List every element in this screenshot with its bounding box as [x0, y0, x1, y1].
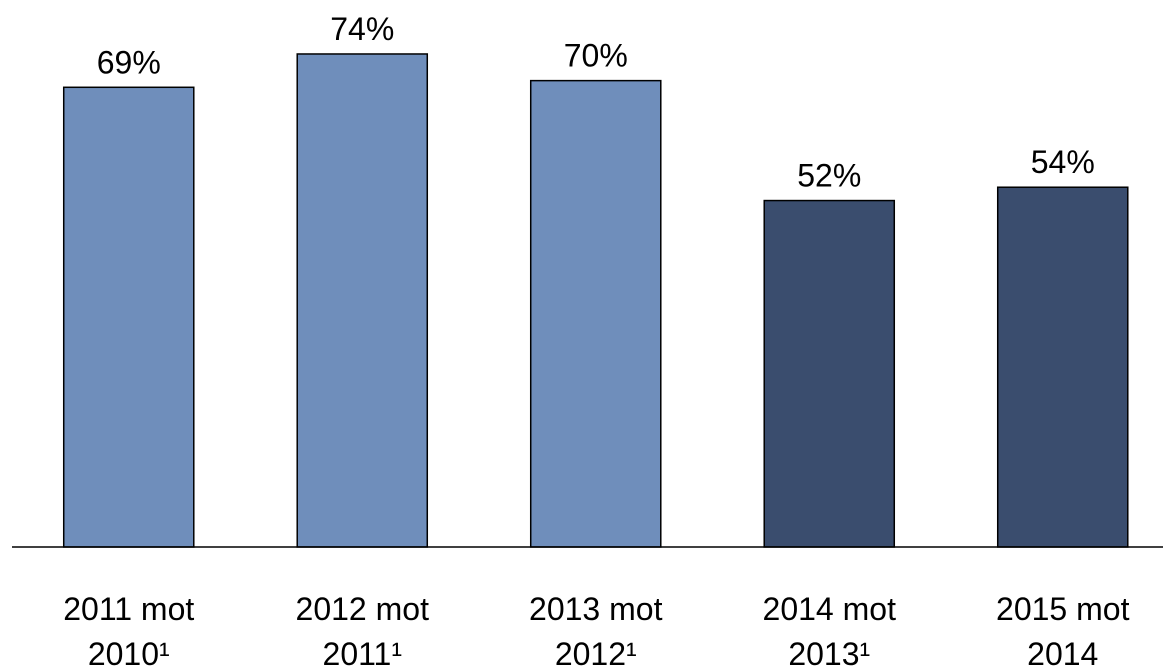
bar: [529, 79, 662, 548]
bar: [62, 86, 195, 548]
x-tick-label: 2014 mot 2013¹: [763, 591, 897, 667]
x-tick-label: 2011 mot 2010¹: [63, 591, 194, 667]
value-label: 69%: [97, 44, 161, 80]
x-tick-label: 2013 mot 2012¹: [529, 591, 663, 667]
bar: [996, 186, 1129, 548]
value-label: 54%: [1031, 144, 1095, 180]
value-label: 70%: [564, 38, 628, 74]
value-label: 52%: [797, 158, 861, 194]
x-tick-label: 2012 mot 2011¹: [296, 591, 430, 667]
bar: [296, 53, 429, 548]
value-label: 74%: [330, 11, 394, 47]
x-tick-label: 2015 mot 2014: [996, 591, 1130, 667]
bar: [763, 199, 896, 548]
